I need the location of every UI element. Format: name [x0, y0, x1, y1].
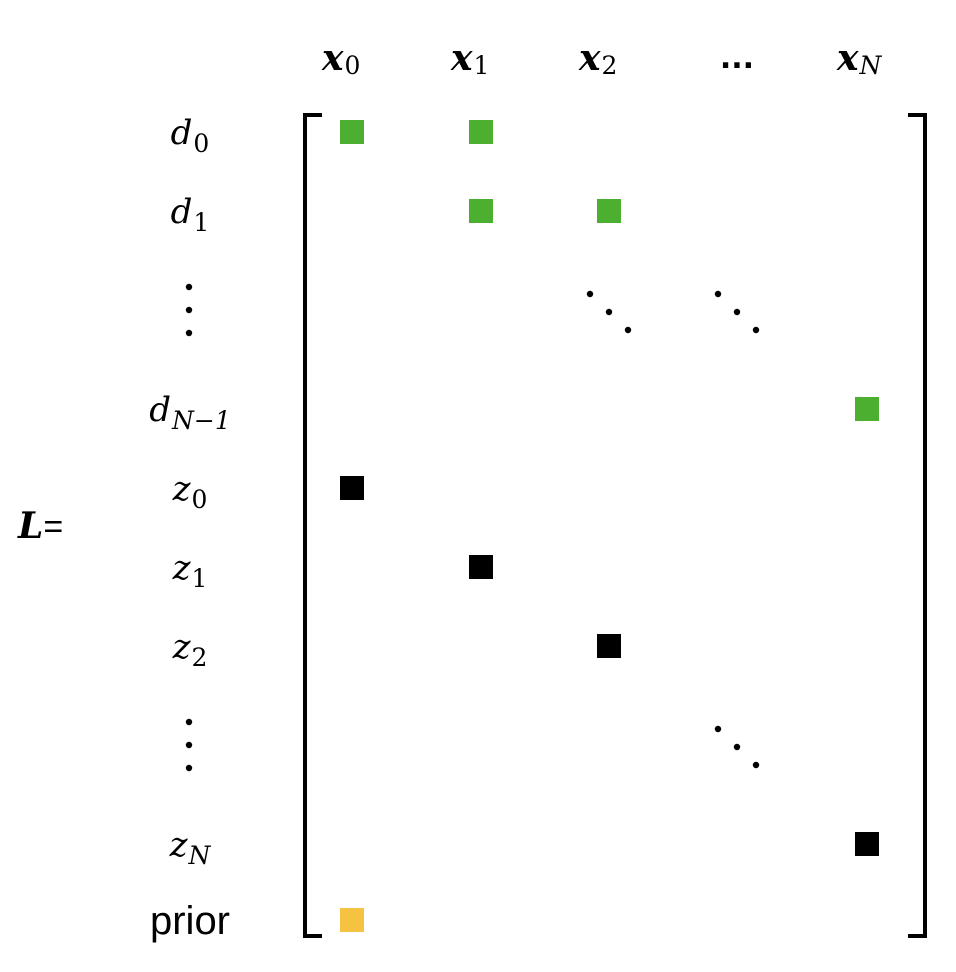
entry-green-r1-c1: [469, 199, 493, 223]
column-header-base: x: [321, 37, 344, 79]
entry-black-r4-c0: [340, 476, 364, 500]
row-label-subscript: N: [188, 841, 212, 870]
row-label-subscript: 0: [192, 485, 208, 514]
row-label-base: z: [169, 825, 189, 865]
right-bracket: [908, 113, 927, 938]
column-header-base: x: [450, 37, 473, 79]
row-label: dN−1: [149, 390, 231, 435]
vdot-0: [185, 283, 193, 291]
row-label-subscript: 1: [192, 564, 208, 593]
row-label-subscript: N−1: [171, 406, 231, 435]
vdot-2: [185, 329, 193, 337]
vdot-2: [185, 764, 193, 772]
row-label-subscript: 0: [193, 129, 209, 158]
row-label-base: d: [171, 192, 193, 232]
row-label-subscript: 1: [193, 208, 209, 237]
ddots-r2-c2: [586, 290, 632, 334]
row-label-vdots: [185, 283, 193, 337]
entry-yellow-r9-c0: [340, 908, 364, 932]
row-label: z0: [172, 469, 208, 514]
entry-green-r1-c2: [597, 199, 621, 223]
ddot-2: [752, 326, 760, 334]
row-label: zN: [169, 825, 212, 870]
column-header-ellipsis: ...: [720, 41, 754, 76]
entry-green-r3-c4: [855, 397, 879, 421]
row-label-base: d: [149, 390, 171, 430]
ddot-2: [624, 326, 632, 334]
column-headers: x0 x1 x2... xN: [321, 37, 882, 80]
matrix-brackets: [303, 113, 927, 938]
left-bracket: [303, 113, 322, 938]
entry-green-r0-c0: [340, 120, 364, 144]
entry-black-r8-c4: [855, 832, 879, 856]
ddot-0: [714, 725, 722, 733]
row-label: d0: [171, 113, 210, 158]
matrix-symbol: L: [17, 505, 43, 547]
row-label-base: z: [172, 627, 192, 667]
ddots-r7-c3: [714, 725, 760, 769]
row-label-prior: prior: [150, 899, 230, 943]
column-header: x0: [321, 37, 360, 80]
entry-black-r5-c1: [469, 555, 493, 579]
equals-sign: =: [43, 508, 63, 546]
entry-black-r6-c2: [597, 634, 621, 658]
row-label: z1: [172, 548, 208, 593]
column-header-base: x: [578, 37, 601, 79]
row-label: z2: [172, 627, 208, 672]
matrix-label: L=: [17, 505, 63, 547]
row-label-base: z: [172, 548, 192, 588]
row-label-subscript: 2: [192, 643, 208, 672]
column-header: xN: [836, 37, 882, 80]
ddot-1: [605, 308, 613, 316]
vdot-1: [185, 306, 193, 314]
entry-green-r0-c1: [469, 120, 493, 144]
row-label-base: d: [171, 113, 193, 153]
row-label-vdots: [185, 718, 193, 772]
ddot-0: [714, 290, 722, 298]
vdot-0: [185, 718, 193, 726]
vdot-1: [185, 741, 193, 749]
row-label-base: z: [172, 469, 192, 509]
column-header: x1: [450, 37, 489, 80]
row-label: d1: [171, 192, 210, 237]
dots-markers: [586, 290, 760, 769]
column-header: x2: [578, 37, 617, 80]
column-header-subscript: 0: [344, 51, 360, 80]
ddots-r2-c3: [714, 290, 760, 334]
ddot-1: [733, 743, 741, 751]
matrix-entries: [340, 120, 879, 932]
column-header-subscript: N: [858, 51, 882, 80]
ddot-0: [586, 290, 594, 298]
column-header-base: x: [836, 37, 859, 79]
ddot-1: [733, 308, 741, 316]
ddot-2: [752, 761, 760, 769]
column-header-subscript: 2: [601, 51, 617, 80]
column-header-subscript: 1: [473, 51, 489, 80]
